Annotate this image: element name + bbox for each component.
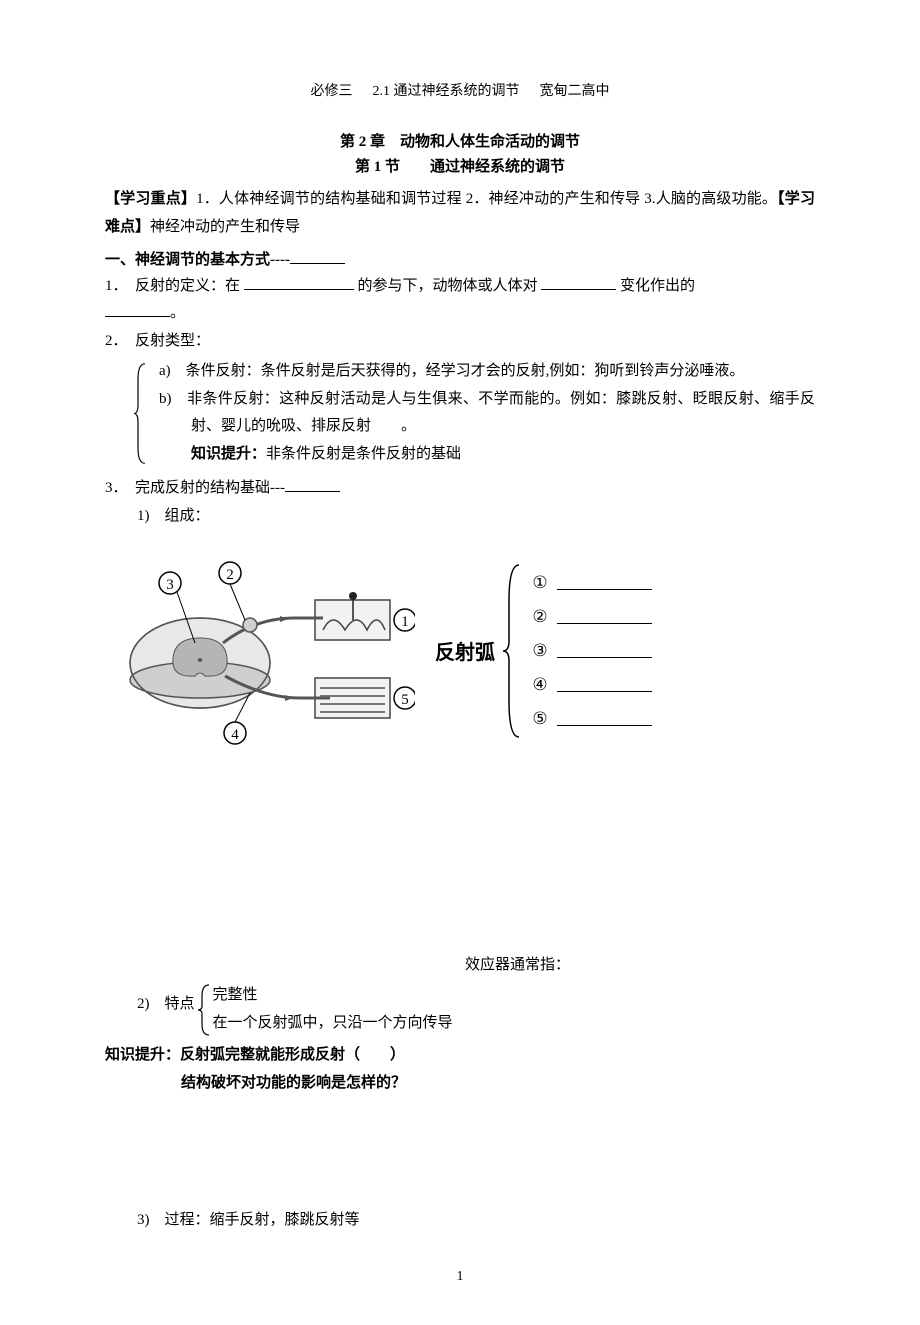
svg-text:1: 1 (401, 614, 409, 630)
svg-text:5: 5 (401, 692, 409, 708)
header-left: 必修三 (311, 84, 353, 99)
arc-item-5: ⑤ (529, 709, 652, 729)
arc-item-3: ③ (529, 641, 652, 661)
learning-focus: 【学习重点】1．人体神经调节的结构基础和调节过程 2．神经冲动的产生和传导 3.… (105, 186, 815, 242)
page-header: 必修三 2.1 通过神经系统的调节 宽甸二高中 (105, 80, 815, 100)
features-label: 2) 特点 (137, 982, 195, 1013)
features: 2) 特点 完整性 在一个反射弧中，只沿一个方向传导 (105, 982, 815, 1038)
tip-label: 知识提升： (105, 1047, 180, 1063)
label-a: a) (159, 363, 171, 379)
tip-text: 非条件反射是条件反射的基础 (266, 446, 461, 462)
item-2-title: 2． 反射类型： (105, 333, 210, 349)
feature-1: 完整性 (213, 982, 453, 1010)
blank (105, 302, 170, 317)
tip-label: 知识提升： (191, 446, 266, 462)
blank (557, 576, 652, 590)
effector-note: 效应器通常指： (105, 953, 815, 974)
tip-q1: 反射弧完整就能形成反射（ ） (180, 1047, 405, 1063)
arc-items: ① ② ③ ④ ⑤ (523, 573, 652, 729)
brace-icon (501, 561, 523, 741)
header-right: 宽甸二高中 (540, 84, 610, 99)
item-2: 2． 反射类型： (105, 328, 815, 356)
brace-icon (133, 362, 147, 465)
header-mid: 2.1 通过神经系统的调节 (373, 84, 520, 99)
knowledge-tip-1: 知识提升：非条件反射是条件反射的基础 (149, 441, 815, 469)
item-1-prefix: 1． 反射的定义：在 (105, 278, 240, 294)
heading-1-text: 一、神经调节的基本方式---- (105, 252, 290, 268)
num-3: ③ (529, 641, 551, 661)
reflex-arc-diagram: 3 2 1 5 4 (105, 548, 415, 753)
svg-text:2: 2 (226, 567, 234, 583)
type-b: b) 非条件反射：这种反射活动是人与生俱来、不学而能的。例如：膝跳反射、眨眼反射… (181, 386, 815, 442)
arc-item-4: ④ (529, 675, 652, 695)
feature-2: 在一个反射弧中，只沿一个方向传导 (213, 1010, 453, 1038)
heading-1: 一、神经调节的基本方式---- (105, 248, 815, 269)
arc-item-2: ② (529, 607, 652, 627)
arc-item-1: ① (529, 573, 652, 593)
diagram-row: 3 2 1 5 4 反射弧 ① ② ③ ④ (105, 548, 815, 753)
blank (285, 477, 340, 492)
item-1: 1． 反射的定义：在 的参与下，动物体或人体对 变化作出的 。 (105, 273, 815, 329)
knowledge-line-2: 结构破坏对功能的影响是怎样的？ (105, 1070, 815, 1098)
blank (244, 275, 354, 290)
features-lines: 完整性 在一个反射弧中，只沿一个方向传导 (213, 982, 453, 1038)
num-2: ② (529, 607, 551, 627)
blank (557, 712, 652, 726)
item-1-trailing: 。 (170, 305, 185, 321)
blank (557, 610, 652, 624)
type-a: a) 条件反射：条件反射是后天获得的，经学习才会的反射,例如：狗听到铃声分泌唾液… (181, 358, 815, 386)
item-3: 3． 完成反射的结构基础--- (105, 475, 815, 503)
item-1-suffix: 变化作出的 (620, 278, 695, 294)
knowledge-tip-2: 知识提升：反射弧完整就能形成反射（ ） 结构破坏对功能的影响是怎样的？ (105, 1042, 815, 1098)
difficulty-text: 神经冲动的产生和传导 (150, 219, 300, 235)
sub-composition: 1) 组成： (105, 503, 815, 531)
item-1-mid: 的参与下，动物体或人体对 (358, 278, 538, 294)
text-a: 条件反射：条件反射是后天获得的，经学习才会的反射,例如：狗听到铃声分泌唾液。 (186, 363, 745, 379)
blank (557, 678, 652, 692)
blank (290, 249, 345, 264)
focus-text: 1．人体神经调节的结构基础和调节过程 2．神经冲动的产生和传导 3.人脑的高级功… (196, 191, 777, 207)
blank (557, 644, 652, 658)
section-title: 第 1 节 通过神经系统的调节 (105, 155, 815, 176)
label-b: b) (159, 391, 172, 407)
brace-icon (197, 982, 211, 1038)
reflex-arc-label: 反射弧 (435, 636, 495, 665)
svg-text:4: 4 (231, 727, 239, 743)
chapter-title: 第 2 章 动物和人体生命活动的调节 (105, 130, 815, 151)
process: 3) 过程：缩手反射，膝跳反射等 (105, 1208, 815, 1229)
text-b: 非条件反射：这种反射活动是人与生俱来、不学而能的。例如：膝跳反射、眨眼反射、缩手… (187, 391, 815, 435)
blank (541, 275, 616, 290)
reflex-types: a) 条件反射：条件反射是后天获得的，经学习才会的反射,例如：狗听到铃声分泌唾液… (105, 358, 815, 469)
num-5: ⑤ (529, 709, 551, 729)
knowledge-line-1: 知识提升：反射弧完整就能形成反射（ ） (105, 1042, 815, 1070)
item-3-title: 3． 完成反射的结构基础--- (105, 480, 285, 496)
reflex-arc-list: 反射弧 ① ② ③ ④ ⑤ (435, 561, 815, 741)
focus-label: 【学习重点】 (105, 191, 196, 207)
num-4: ④ (529, 675, 551, 695)
svg-text:3: 3 (166, 577, 174, 593)
num-1: ① (529, 573, 551, 593)
